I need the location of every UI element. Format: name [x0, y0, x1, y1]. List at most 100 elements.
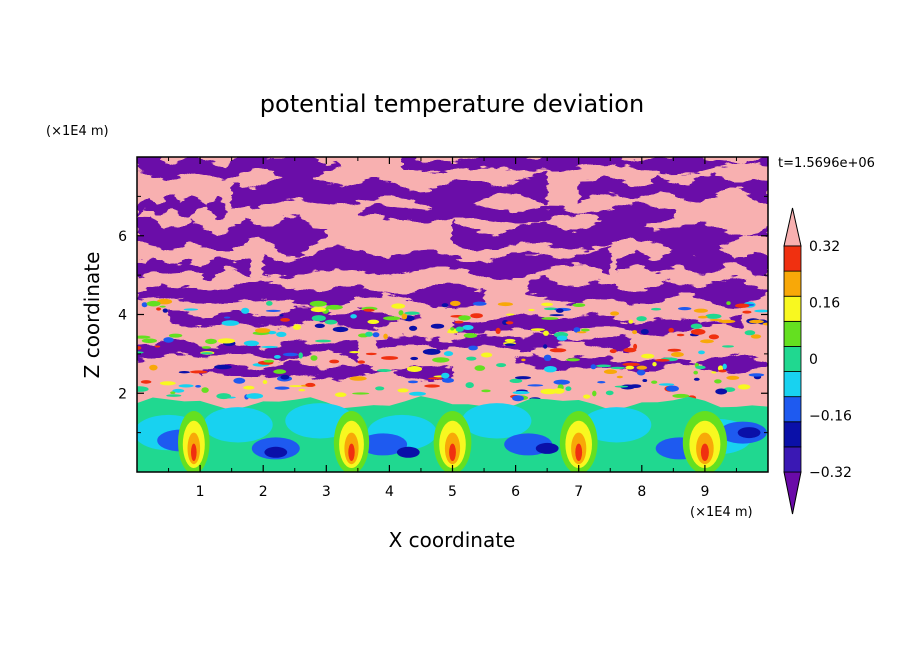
speckle	[528, 308, 535, 312]
speckle	[430, 323, 445, 329]
speckle	[625, 365, 635, 370]
speckle	[159, 381, 176, 386]
speckle	[137, 335, 151, 339]
speckle	[614, 385, 629, 388]
y-tick-label: 2	[118, 386, 127, 402]
speckle	[276, 331, 287, 337]
speckle	[470, 313, 483, 319]
speckle	[376, 369, 392, 372]
speckle	[406, 366, 423, 372]
speckle	[506, 313, 515, 316]
speckle	[722, 363, 727, 370]
speckle	[365, 331, 373, 337]
z-unit-label: (×1E4 m)	[46, 124, 109, 139]
speckle	[722, 345, 734, 348]
speckle	[289, 385, 303, 388]
speckle	[605, 390, 614, 396]
purple-layer	[137, 215, 327, 257]
speckle	[163, 337, 174, 343]
speckle	[671, 352, 684, 357]
speckle	[409, 391, 426, 396]
coldest-core	[535, 442, 559, 454]
speckle	[544, 366, 557, 373]
purple-layer	[357, 202, 674, 226]
speckle	[446, 330, 459, 334]
speckle	[410, 356, 419, 361]
hot-spot	[449, 443, 456, 461]
speckle	[505, 321, 514, 325]
speckle	[695, 365, 706, 370]
speckle	[642, 379, 648, 382]
x-tick-label: 8	[637, 484, 646, 500]
colorbar-band	[783, 396, 802, 423]
speckle	[572, 303, 586, 307]
speckle	[754, 309, 768, 313]
speckle	[166, 394, 182, 397]
speckle	[146, 300, 161, 307]
hot-spot	[348, 443, 355, 461]
speckle	[540, 388, 558, 395]
speckle	[496, 363, 507, 368]
speckle	[676, 333, 685, 337]
speckle	[504, 343, 516, 346]
speckle	[441, 303, 449, 308]
speckle	[223, 316, 231, 319]
speckle	[309, 300, 327, 307]
speckle	[422, 348, 441, 355]
speckle	[178, 384, 194, 388]
speckle	[474, 365, 486, 371]
speckle	[310, 307, 327, 313]
speckle	[603, 369, 618, 375]
purple-layer	[578, 172, 768, 205]
speckle	[512, 395, 524, 402]
speckle	[159, 305, 166, 308]
speckle	[314, 323, 325, 328]
speckle	[556, 308, 564, 313]
speckle	[200, 352, 213, 355]
speckle	[424, 384, 440, 388]
purple-layer	[137, 280, 485, 309]
purple-layer	[452, 216, 768, 256]
speckle	[609, 349, 617, 354]
speckle	[140, 380, 152, 384]
speckle	[217, 338, 235, 344]
speckle	[298, 388, 306, 392]
speckle	[690, 323, 703, 329]
speckle	[315, 339, 332, 343]
speckle	[349, 376, 367, 381]
speckle	[263, 359, 275, 363]
purple-layer	[200, 361, 453, 382]
speckle	[549, 348, 567, 353]
speckle	[553, 379, 570, 385]
speckle	[442, 377, 454, 383]
speckle	[349, 351, 361, 354]
speckle	[672, 393, 690, 398]
speckle	[715, 388, 728, 395]
speckle	[576, 331, 587, 334]
speckle	[450, 327, 455, 331]
speckle	[693, 308, 709, 313]
speckle	[610, 311, 620, 316]
colorbar-band	[783, 446, 802, 473]
speckle	[472, 301, 487, 306]
speckle	[700, 339, 714, 344]
speckle	[509, 378, 523, 383]
purple-layer	[515, 353, 768, 374]
speckle	[201, 346, 212, 349]
speckle	[243, 385, 255, 390]
speckle	[189, 370, 208, 374]
x-tick-label: 3	[322, 484, 331, 500]
speckle	[690, 328, 706, 335]
speckle	[590, 364, 597, 370]
speckle	[718, 319, 736, 324]
speckle	[241, 307, 250, 314]
speckle	[398, 310, 404, 316]
colorbar-tick-label: −0.32	[809, 465, 852, 481]
colorbar-band	[783, 346, 802, 372]
boundary-layer	[137, 396, 768, 472]
speckle	[432, 357, 450, 363]
speckle	[481, 389, 491, 393]
coldest-core	[737, 427, 761, 439]
speckle	[391, 303, 406, 309]
speckle	[726, 301, 731, 305]
